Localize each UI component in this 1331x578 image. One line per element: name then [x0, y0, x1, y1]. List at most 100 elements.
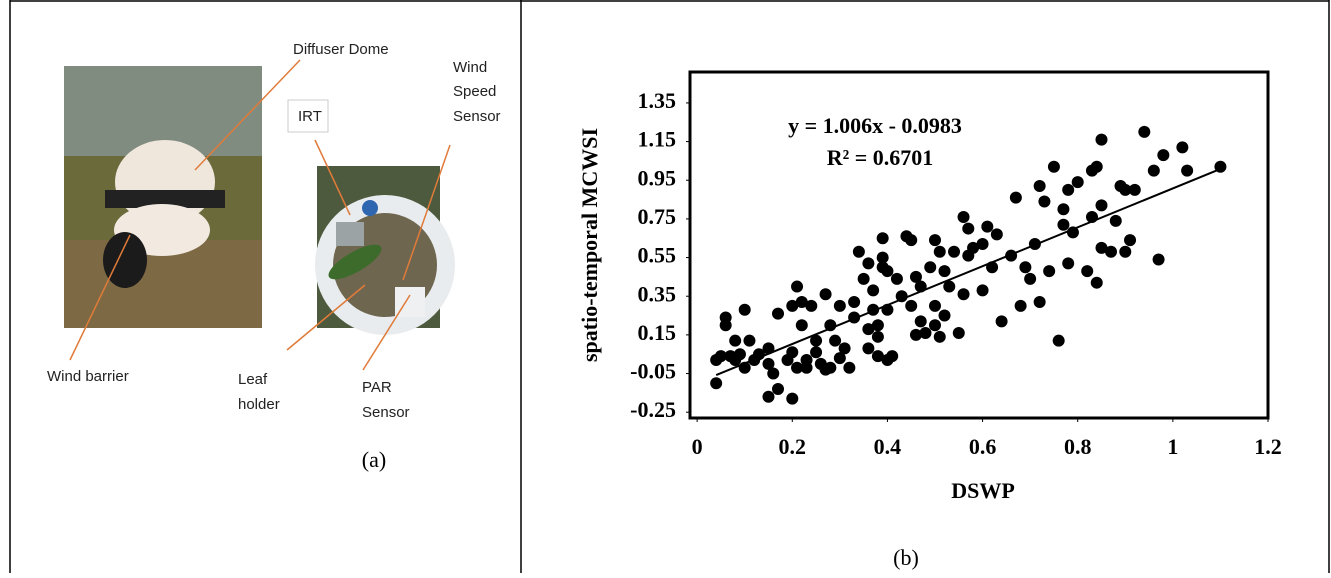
- x-tick-label: 0.8: [1064, 434, 1092, 459]
- point: [1105, 245, 1118, 258]
- point: [1109, 214, 1122, 227]
- point: [995, 315, 1008, 328]
- annotation: y = 1.006x - 0.0983: [788, 113, 962, 138]
- point: [981, 220, 994, 233]
- point: [1119, 245, 1132, 258]
- label: Sensor: [362, 404, 410, 421]
- point: [733, 348, 746, 361]
- caption: (b): [893, 545, 919, 570]
- point: [1038, 195, 1051, 208]
- point: [1047, 160, 1060, 173]
- point: [1009, 191, 1022, 204]
- point: [1043, 265, 1056, 278]
- point: [767, 367, 780, 380]
- point: [1024, 272, 1037, 285]
- point: [914, 315, 927, 328]
- label: Sensor: [453, 108, 501, 125]
- point: [867, 284, 880, 297]
- point: [1119, 183, 1132, 196]
- annotation: R² = 0.6701: [827, 145, 934, 170]
- x-tick-label: 0: [692, 434, 703, 459]
- point: [990, 228, 1003, 241]
- point: [719, 311, 732, 324]
- point: [786, 392, 799, 405]
- point: [919, 326, 932, 339]
- label: Wind barrier: [47, 368, 129, 385]
- y-tick-label: 0.95: [638, 165, 677, 190]
- point: [1052, 334, 1065, 347]
- point: [1062, 183, 1075, 196]
- point: [933, 330, 946, 343]
- point: [791, 280, 804, 293]
- y-tick-label: 0.15: [638, 320, 677, 345]
- point: [862, 342, 875, 355]
- point: [772, 383, 785, 396]
- point: [1128, 183, 1141, 196]
- point: [1095, 199, 1108, 212]
- point: [928, 299, 941, 312]
- label: Diffuser Dome: [293, 41, 389, 58]
- point: [876, 232, 889, 245]
- point: [791, 361, 804, 374]
- point: [943, 280, 956, 293]
- x-tick-label: 1.2: [1254, 434, 1282, 459]
- trendline: [715, 168, 1221, 377]
- point: [1014, 299, 1027, 312]
- point: [967, 241, 980, 254]
- point: [957, 288, 970, 301]
- point: [890, 272, 903, 285]
- label: PAR: [362, 379, 392, 396]
- point: [952, 326, 965, 339]
- x-tick-label: 0.6: [969, 434, 997, 459]
- x-tick-label: 0.2: [779, 434, 807, 459]
- point: [938, 265, 951, 278]
- photo-left: [64, 66, 262, 328]
- point: [772, 307, 785, 320]
- point: [1152, 253, 1165, 266]
- y-tick-label: 0.75: [638, 204, 677, 229]
- point: [1033, 180, 1046, 193]
- point: [838, 342, 851, 355]
- point: [824, 361, 837, 374]
- point: [833, 299, 846, 312]
- point: [762, 357, 775, 370]
- point: [805, 299, 818, 312]
- point: [738, 303, 751, 316]
- y-axis-label: spatio-temporal MCWSI: [577, 128, 602, 362]
- y-tick-label: -0.05: [630, 359, 676, 384]
- point: [1081, 265, 1094, 278]
- plot-frame: [688, 70, 1270, 420]
- point: [710, 377, 723, 390]
- point: [1138, 125, 1151, 138]
- point: [714, 350, 727, 363]
- point: [810, 334, 823, 347]
- point: [1147, 164, 1160, 177]
- point: [886, 350, 899, 363]
- x-tick-label: 1: [1167, 434, 1178, 459]
- point: [786, 299, 799, 312]
- point: [762, 390, 775, 403]
- point: [895, 290, 908, 303]
- label: Speed: [453, 83, 496, 100]
- point: [909, 270, 922, 283]
- y-tick-label: 0.35: [638, 281, 677, 306]
- point: [848, 296, 861, 309]
- label: Leaf: [238, 371, 268, 388]
- point: [1057, 203, 1070, 216]
- point: [843, 361, 856, 374]
- y-tick-label: 0.55: [638, 243, 677, 268]
- point: [795, 296, 808, 309]
- point: [1095, 133, 1108, 146]
- point: [1157, 149, 1170, 162]
- point: [962, 222, 975, 235]
- point: [881, 265, 894, 278]
- point: [924, 261, 937, 274]
- point: [862, 323, 875, 336]
- point: [786, 346, 799, 359]
- point: [871, 330, 884, 343]
- label: IRT: [298, 108, 322, 125]
- point: [852, 245, 865, 258]
- point: [1095, 241, 1108, 254]
- point: [1181, 164, 1194, 177]
- point: [876, 251, 889, 264]
